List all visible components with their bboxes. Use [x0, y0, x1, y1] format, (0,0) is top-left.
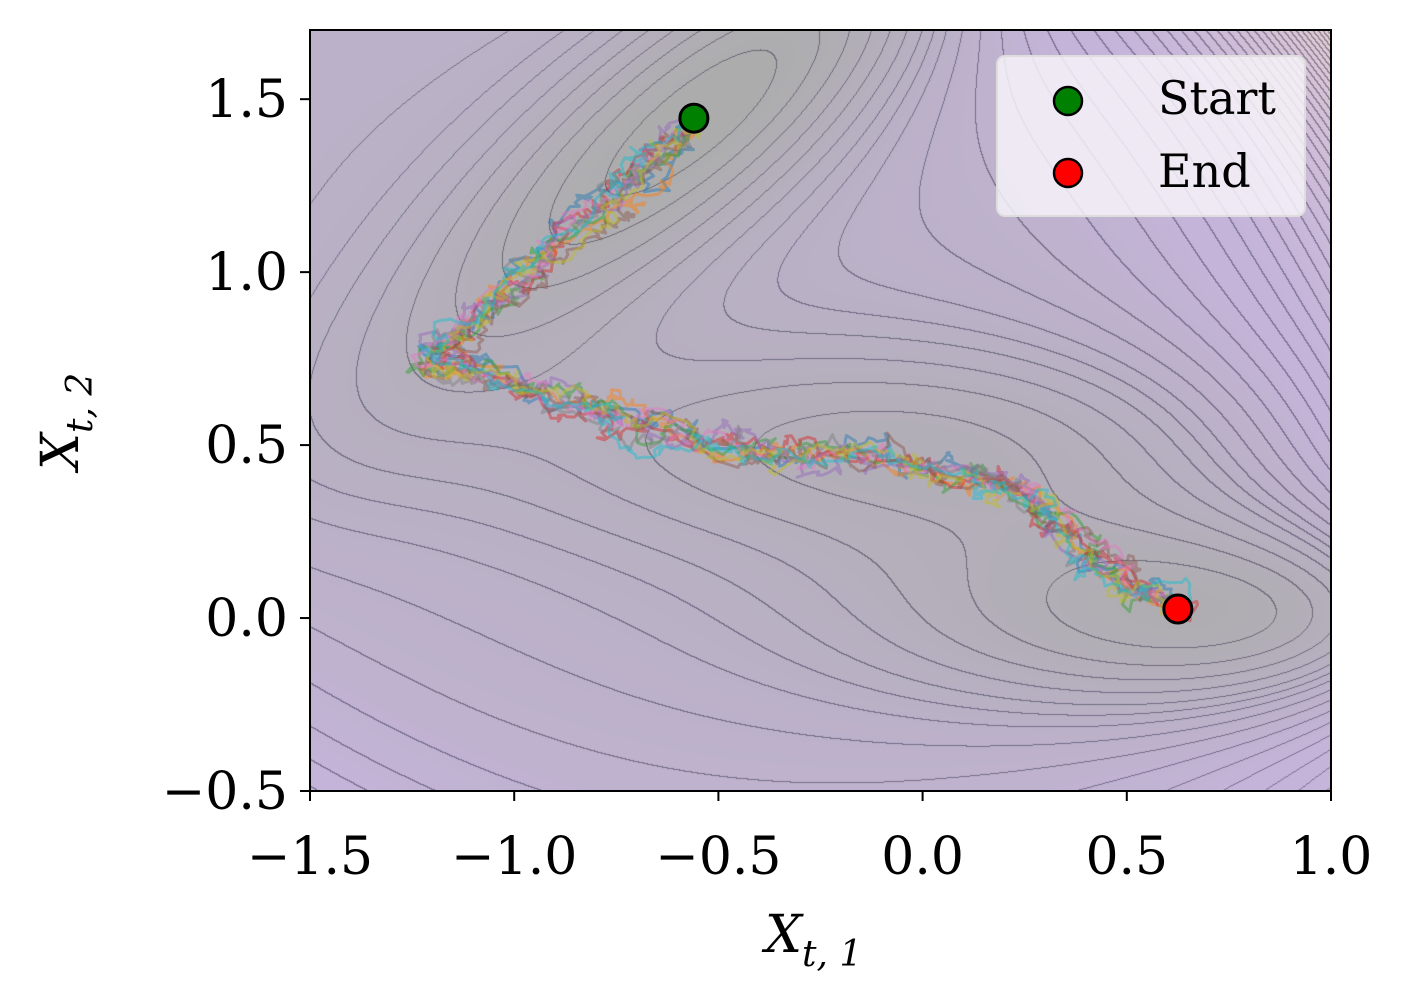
start-marker	[678, 102, 710, 134]
trajectory-7	[410, 123, 1172, 609]
trajectory-5	[418, 106, 1180, 605]
x-axis-label: Xt, 1	[761, 905, 862, 975]
end-marker	[1162, 593, 1194, 625]
x-tick-label: 1.0	[1290, 827, 1373, 887]
legend-end-label: End	[1158, 144, 1251, 198]
trajectories	[405, 106, 1200, 623]
trajectory-4	[427, 121, 1200, 623]
trajectory-2	[419, 120, 1159, 607]
trajectory-10	[418, 119, 1193, 613]
x-tick-label: −1.0	[451, 827, 577, 887]
x-tick-label: −1.5	[247, 827, 373, 887]
y-tick-label: 1.0	[205, 243, 288, 303]
y-axis-label: Xt, 2	[31, 373, 101, 474]
legend-end-marker	[1052, 157, 1084, 189]
x-tick-label: 0.5	[1085, 827, 1168, 887]
y-tick-label: −0.5	[162, 762, 288, 822]
markers	[678, 102, 1194, 625]
plot-frame	[309, 29, 1332, 792]
trajectory-9	[425, 121, 1174, 622]
trajectory-3	[405, 114, 1195, 614]
x-tick-label: 0.0	[881, 827, 964, 887]
y-ticks: −0.5 0.0 0.5 1.0 1.5	[162, 70, 310, 822]
trajectory-8	[429, 126, 1181, 616]
legend-start-label: Start	[1158, 71, 1276, 125]
legend-start-marker	[1052, 85, 1084, 117]
x-tick-label: −0.5	[655, 827, 781, 887]
trajectory-6	[418, 122, 1182, 616]
y-tick-label: 1.5	[205, 70, 288, 130]
trajectory-1	[417, 115, 1177, 607]
x-ticks: −1.5 −1.0 −0.5 0.0 0.5 1.0	[247, 791, 1372, 887]
y-tick-label: 0.5	[205, 416, 288, 476]
legend: Start End	[996, 55, 1306, 217]
y-tick-label: 0.0	[205, 589, 288, 649]
